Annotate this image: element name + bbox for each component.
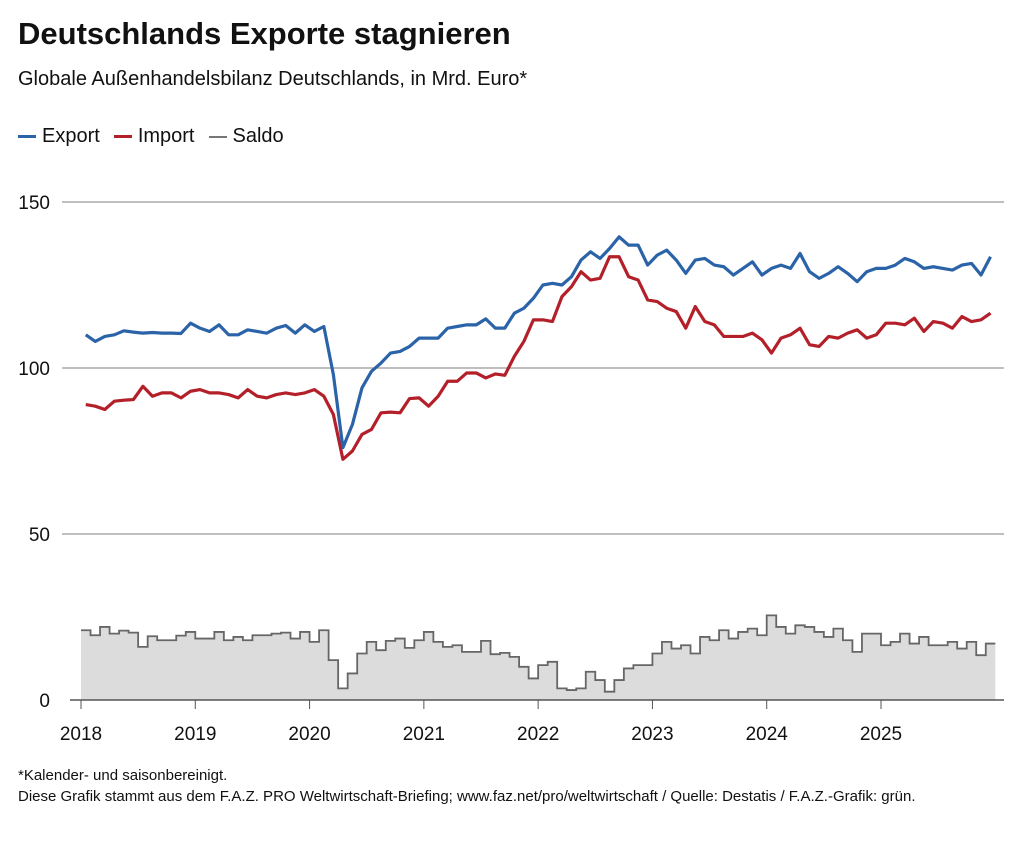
legend: Export Import Saldo: [18, 125, 284, 148]
legend-label-saldo: Saldo: [232, 125, 284, 147]
legend-label-import: Import: [137, 125, 195, 147]
legend-swatch-export: [18, 135, 36, 138]
x-tick-label: 2019: [174, 724, 216, 745]
x-tick-label: 2023: [631, 724, 673, 745]
x-tick-label: 2022: [517, 724, 559, 745]
saldo-area: [81, 615, 996, 700]
x-tick-label: 2018: [60, 724, 102, 745]
x-tick-label: 2021: [403, 724, 445, 745]
chart-title: Deutschlands Exporte stagnieren: [18, 16, 511, 51]
legend-swatch-saldo: [208, 135, 227, 138]
legend-export: Export: [18, 125, 100, 148]
x-tick-label: 2025: [860, 724, 902, 745]
legend-label-export: Export: [42, 125, 100, 147]
footnote: *Kalender- und saisonbereinigt.: [18, 767, 228, 784]
legend-saldo: Saldo: [208, 125, 284, 148]
y-tick-label: 50: [29, 525, 50, 546]
x-tick-label: 2020: [288, 724, 330, 745]
footer: *Kalender- und saisonbereinigt. Diese Gr…: [18, 765, 1008, 807]
y-tick-label: 150: [18, 193, 50, 214]
chart-subtitle: Globale Außenhandelsbilanz Deutschlands,…: [18, 68, 528, 90]
y-tick-label: 0: [39, 691, 50, 712]
source-note: Diese Grafik stammt aus dem F.A.Z. PRO W…: [18, 788, 916, 805]
y-tick-label: 100: [18, 359, 50, 380]
legend-swatch-import: [113, 135, 132, 138]
import-line: [85, 255, 992, 461]
x-tick-label: 2024: [746, 724, 789, 745]
saldo-line: [81, 614, 996, 693]
legend-import: Import: [113, 125, 195, 148]
export-line: [84, 235, 992, 450]
